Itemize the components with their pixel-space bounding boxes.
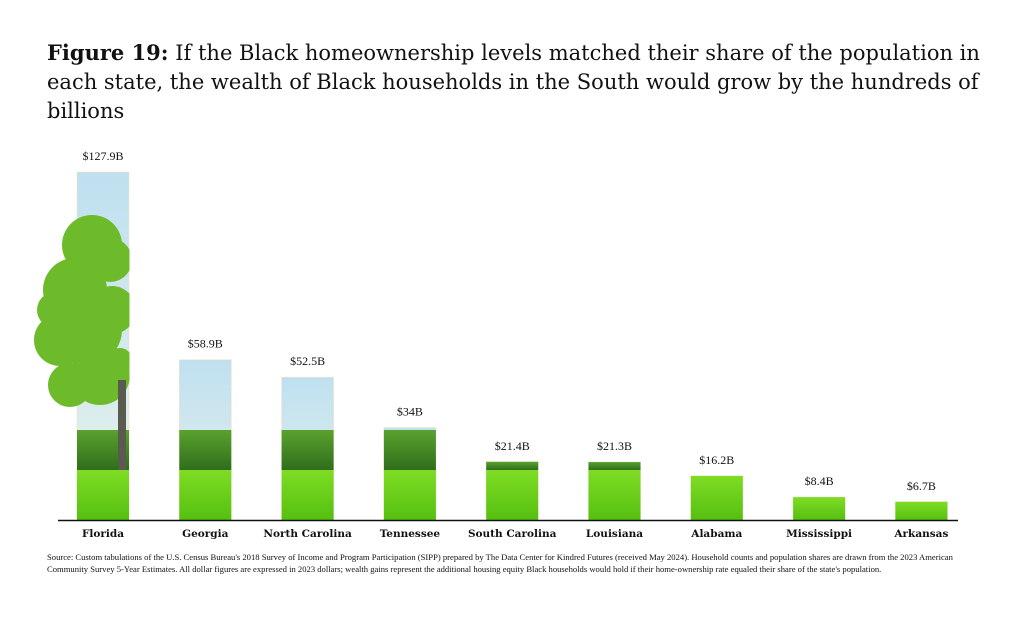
- bar-louisiana: [588, 461, 641, 521]
- category-label: Arkansas: [893, 528, 948, 540]
- bar-trees: [486, 461, 539, 470]
- bar-trees: [179, 430, 232, 470]
- bar-grass: [281, 470, 334, 520]
- bar-trees: [281, 430, 334, 470]
- bar-trees: [383, 430, 436, 470]
- data-label: $6.7B: [907, 479, 936, 493]
- tree-illustration: [34, 200, 170, 470]
- bar-grass: [895, 501, 948, 520]
- bar-grass: [588, 470, 641, 520]
- tree-canopy: [88, 286, 136, 334]
- title-text: If the Black homeownership levels matche…: [47, 41, 980, 123]
- figure-label: Figure 19:: [47, 40, 169, 65]
- bar-tennessee: [383, 427, 437, 521]
- bar-grass: [486, 470, 539, 520]
- bar-grass: [179, 470, 232, 520]
- bar-grass: [690, 475, 743, 520]
- data-label: $21.3B: [597, 439, 632, 453]
- bar-alabama: [690, 475, 744, 521]
- bar-grass: [793, 497, 846, 520]
- category-label: Georgia: [182, 528, 229, 540]
- category-label: South Carolina: [468, 528, 557, 540]
- bar-georgia: [179, 359, 232, 521]
- bar-mississippi: [792, 496, 846, 521]
- category-label: Louisiana: [586, 528, 643, 540]
- bar-north-carolina: [281, 376, 334, 521]
- data-label: $16.2B: [699, 453, 734, 467]
- bar-south-carolina: [485, 461, 539, 521]
- category-label: Tennessee: [380, 528, 441, 540]
- data-label: $127.9B: [82, 149, 123, 163]
- data-label: $34B: [397, 404, 423, 418]
- data-label: $8.4B: [805, 474, 834, 488]
- data-label: $52.5B: [290, 354, 325, 368]
- category-label: Mississippi: [786, 528, 852, 540]
- tree-mask: [129, 200, 170, 470]
- tree-trunk: [118, 380, 126, 470]
- bar-arkansas: [895, 501, 948, 521]
- data-label: $21.4B: [495, 439, 530, 453]
- category-label: Alabama: [690, 528, 742, 540]
- bar-grass: [383, 470, 436, 520]
- bar-grass: [77, 470, 129, 520]
- tree-canopy: [88, 238, 132, 282]
- tree-canopy: [37, 292, 73, 328]
- bar-trees: [588, 462, 641, 470]
- source-note: Source: Custom tabulations of the U.S. C…: [47, 552, 953, 574]
- data-label: $58.9B: [188, 337, 223, 351]
- chart-title: Figure 19: If the Black homeownership le…: [47, 38, 987, 126]
- tree-canopy: [108, 348, 132, 372]
- category-label: North Carolina: [263, 528, 352, 540]
- category-label: Florida: [82, 528, 124, 540]
